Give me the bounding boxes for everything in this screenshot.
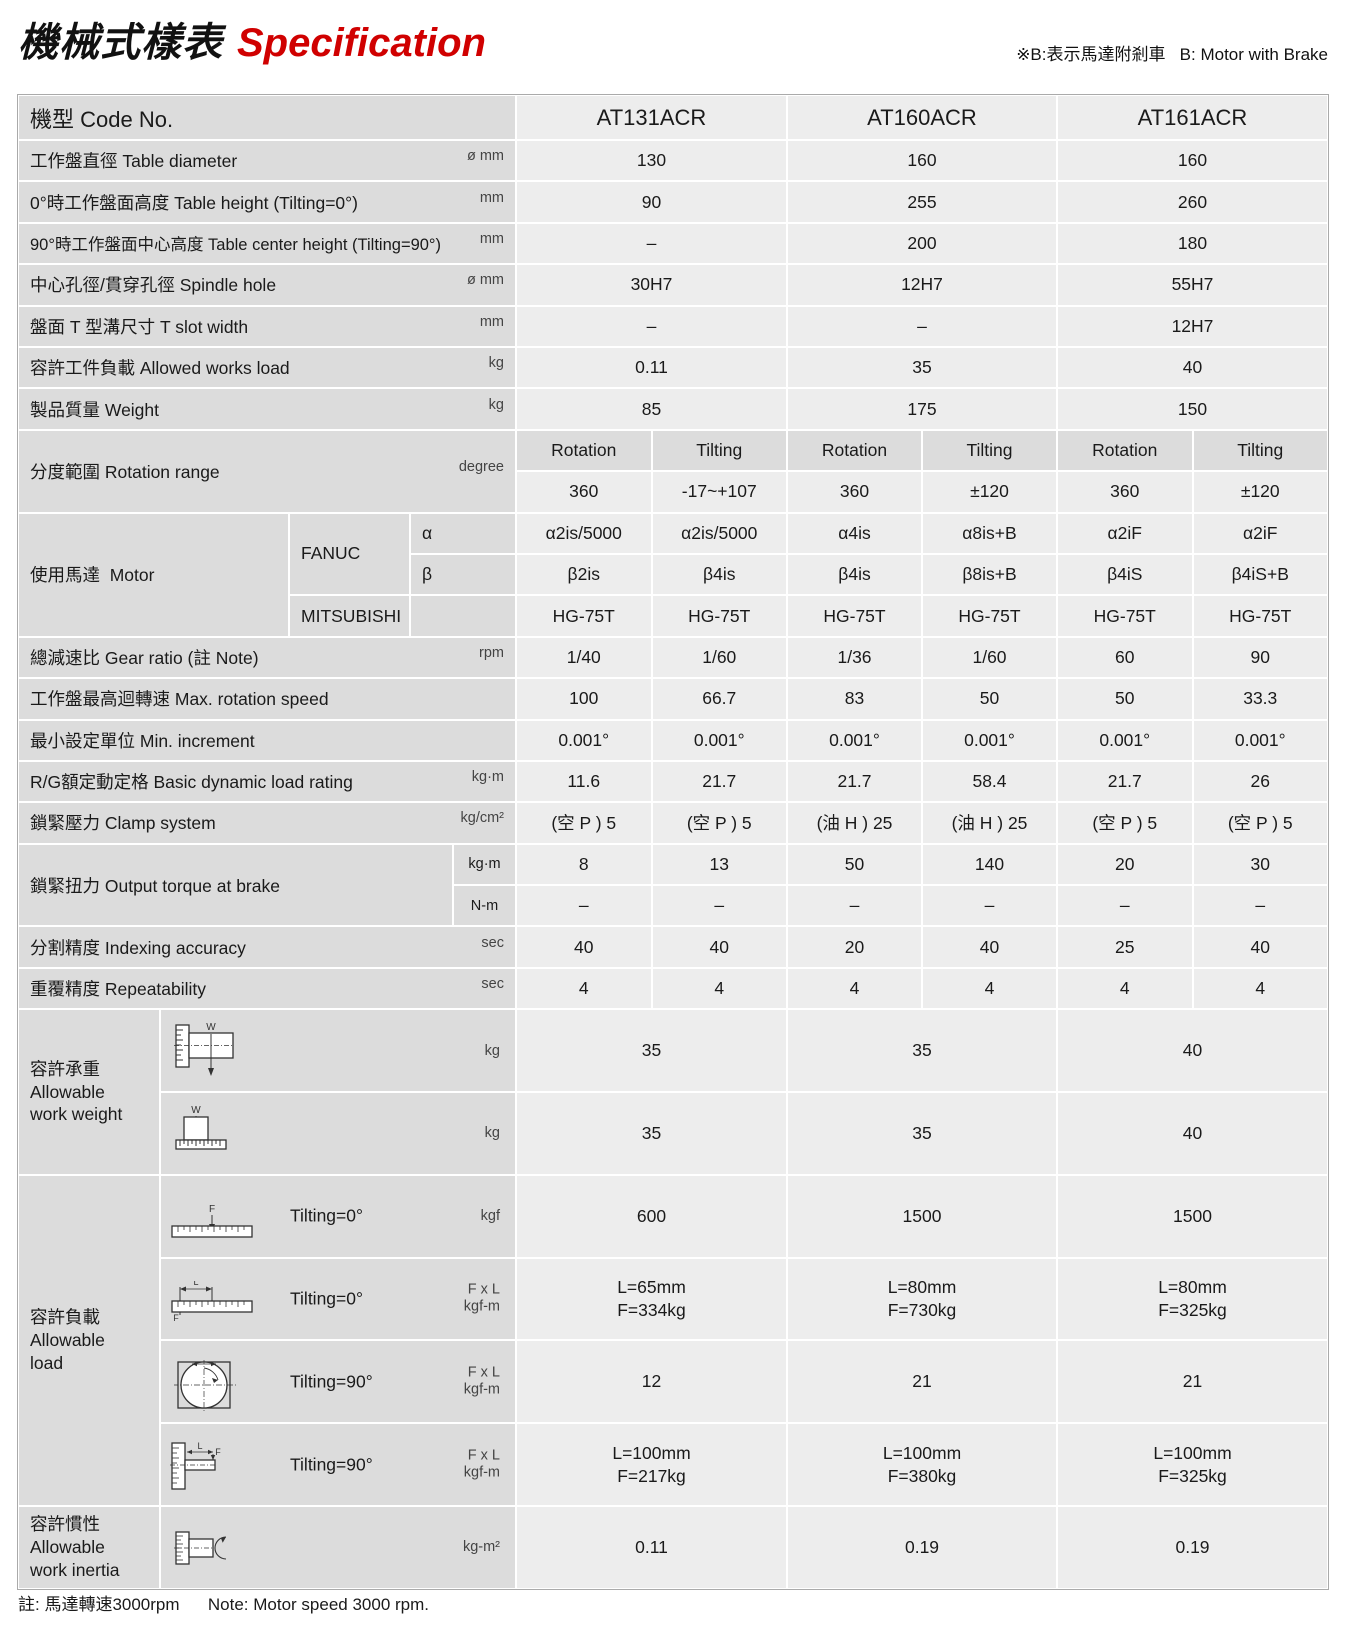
svg-text:L: L: [193, 1281, 198, 1287]
svg-text:F: F: [173, 1313, 179, 1323]
svg-text:W: W: [206, 1023, 216, 1033]
svg-text:L: L: [201, 1360, 206, 1362]
svg-text:F: F: [215, 1447, 221, 1457]
svg-text:W: W: [191, 1105, 201, 1116]
svg-text:F: F: [209, 1204, 215, 1215]
svg-text:L: L: [197, 1441, 202, 1451]
